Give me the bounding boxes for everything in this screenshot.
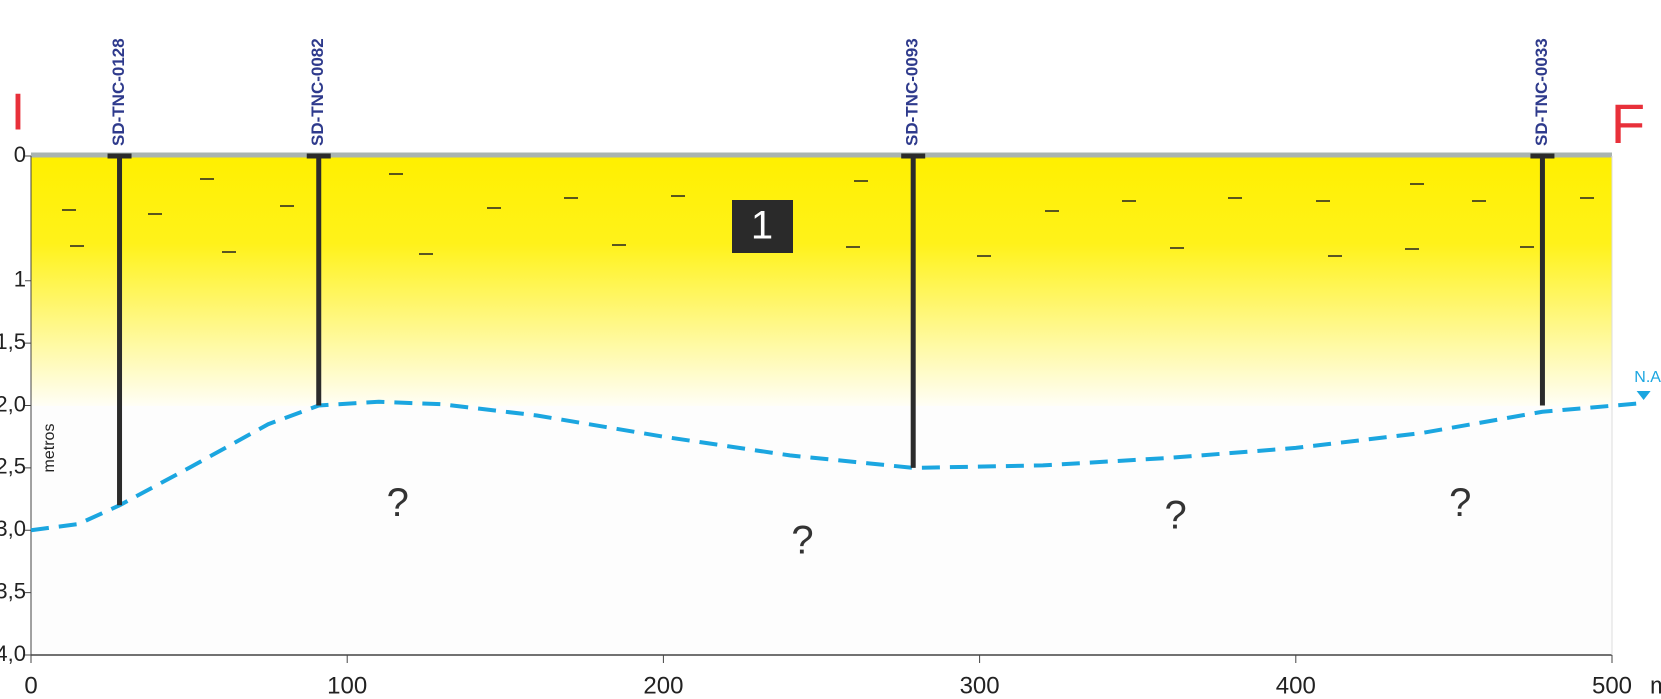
unknown-label: ? [1165,493,1187,537]
x-tick-label: 0 [24,672,37,699]
end-label: F [1611,92,1645,155]
y-tick-label: 1 [14,267,26,292]
y-tick-label: 2,0 [0,391,26,416]
water-table-label: N.A [1634,369,1661,386]
layer-label: 1 [751,204,773,248]
y-tick-label: 1,5 [0,329,26,354]
y-tick-label: 0 [14,142,26,167]
borehole-name: SD-TNC-0082 [308,38,327,146]
y-axis-label: metros [41,424,58,473]
water-table-symbol [1637,391,1651,400]
unknown-label: ? [387,481,409,525]
start-label: I [11,84,25,142]
y-tick-label: 3,0 [0,516,26,541]
unknown-label: ? [1449,481,1471,525]
unknown-label: ? [791,518,813,562]
x-tick-label: 400 [1276,672,1316,699]
borehole-name: SD-TNC-0033 [1532,38,1551,146]
x-tick-label: 100 [327,672,367,699]
x-tick-label: 200 [643,672,683,699]
y-tick-label: 2,5 [0,454,26,479]
borehole-name: SD-TNC-0093 [903,38,922,146]
soil-layer [31,156,1612,406]
cross-section: I F metros 1 0 1 1,5 2,0 2,5 3,0 3,5 4,0 0 100 200… [0,0,1661,699]
borehole-name: SD-TNC-0128 [109,38,128,146]
x-tick-label: 300 [960,672,1000,699]
y-tick-label: 3,5 [0,578,26,603]
x-axis-label: m [1650,672,1661,699]
x-tick-label: 500 [1592,672,1632,699]
y-tick-label: 4,0 [0,641,26,666]
